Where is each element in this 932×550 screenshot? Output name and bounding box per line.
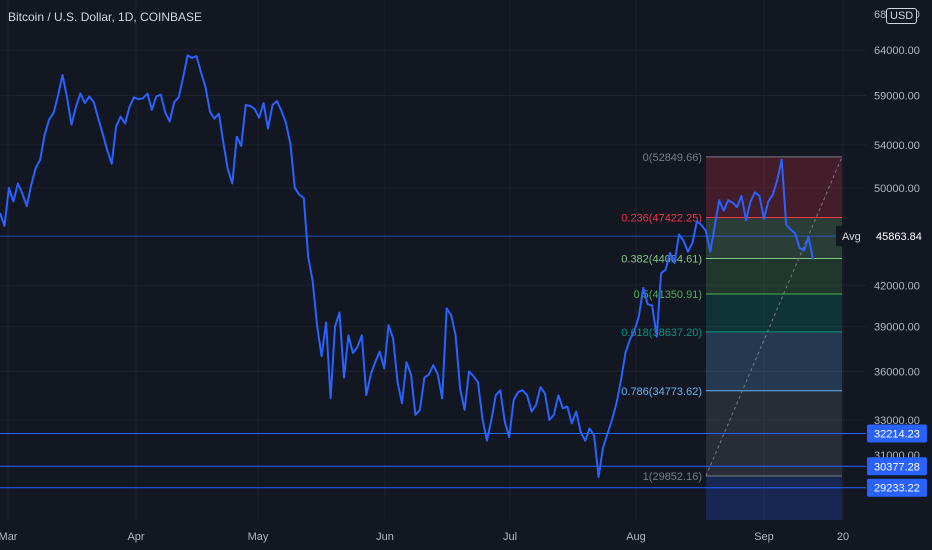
y-tick-label: 64000.00 [874, 45, 920, 57]
fib-level-label: 0.5(41350.91) [634, 289, 703, 301]
price-tag[interactable]: 32214.23 [867, 424, 927, 443]
x-tick-label: Apr [127, 531, 144, 543]
price-tag-bg [867, 457, 927, 476]
x-tick-label: Aug [626, 531, 646, 543]
price-series [0, 54, 814, 478]
chart-title: Bitcoin / U.S. Dollar, 1D, COINBASE [8, 10, 203, 24]
avg-label: Avg [842, 231, 861, 243]
fib-zone [706, 293, 842, 332]
price-tag-bg [867, 478, 927, 497]
price-tag[interactable]: 30377.28 [867, 457, 927, 476]
fib-zone [706, 156, 842, 218]
fib-zone [706, 258, 842, 294]
price-tag-bg [867, 424, 927, 443]
y-tick-label: 36000.00 [874, 366, 920, 378]
fib-zone [706, 331, 842, 391]
fib-zone [706, 217, 842, 259]
x-tick-label: May [248, 531, 269, 543]
fib-level-label: 0(52849.66) [643, 152, 702, 164]
avg-value: 45863.84 [876, 231, 922, 243]
fib-level-label: 0.786(34773.62) [621, 386, 702, 398]
y-tick-label: 50000.00 [874, 183, 920, 195]
avg-price-marker[interactable]: Avg 45863.84 [836, 226, 932, 247]
fib-level-label: 1(29852.16) [643, 471, 702, 483]
avg-marker-bg [836, 226, 932, 247]
price-tag[interactable]: 29233.22 [867, 478, 927, 497]
currency-button[interactable]: USD [886, 8, 918, 24]
price-tag-value: 30377.28 [874, 461, 920, 473]
price-tag-value: 32214.23 [874, 428, 920, 440]
y-axis[interactable]: 68000.0064000.0059000.0054000.0050000.00… [836, 9, 932, 497]
fib-trend-line [705, 156, 843, 477]
fib-level-label: 0.382(44064.61) [621, 253, 702, 265]
x-axis[interactable]: Mar Apr May Jun Jul Aug Sep 20 [0, 531, 849, 543]
x-tick-label: Mar [0, 531, 18, 543]
fib-zone-extension [706, 475, 842, 520]
x-tick-label: 20 [837, 531, 849, 543]
fib-level-label: 0.236(47422.25) [621, 212, 702, 224]
y-tick-label: 54000.00 [874, 140, 920, 152]
y-tick-label: 42000.00 [874, 280, 920, 292]
y-tick-label: 59000.00 [874, 90, 920, 102]
price-line [0, 54, 814, 478]
y-tick-label: 33000.00 [874, 415, 920, 427]
horizontal-lines[interactable] [0, 235, 866, 489]
y-tick-label: 39000.00 [874, 322, 920, 334]
fib-level-label: 0.618(38637.20) [621, 327, 702, 339]
fib-retracement[interactable]: 0(52849.66) 0.236(47422.25) 0.382(44064.61… [621, 152, 843, 520]
price-tag-value: 29233.22 [874, 483, 920, 495]
x-tick-label: Jun [376, 531, 394, 543]
x-tick-label: Sep [754, 531, 774, 543]
x-tick-label: Jul [503, 531, 517, 543]
